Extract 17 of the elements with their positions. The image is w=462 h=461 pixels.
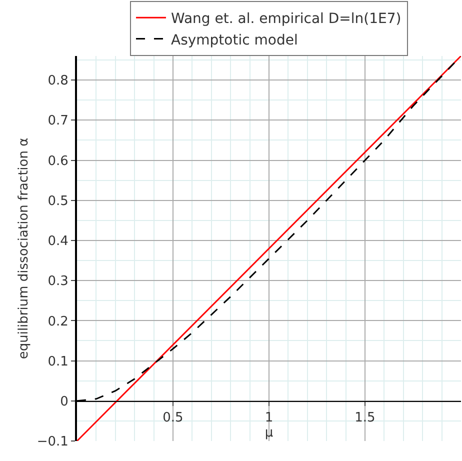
- y-tick-label: 0: [60, 394, 68, 410]
- x-tick-label: 0.5: [162, 410, 184, 426]
- y-axis-title: equilibrium dissociation fraction α: [16, 138, 32, 360]
- x-tick-label: 1.5: [354, 410, 376, 426]
- y-tick-label: 0.3: [48, 274, 68, 290]
- y-tick-label: 0.6: [48, 154, 68, 169]
- y-tick-label: 0.4: [48, 234, 68, 250]
- x-axis-title: μ: [264, 425, 274, 440]
- y-tick-label: −0.1: [36, 434, 68, 450]
- y-tick-label: 0.8: [48, 74, 68, 89]
- x-tick-label: 1: [264, 410, 274, 426]
- legend-label: Asymptotic model: [171, 32, 298, 48]
- y-tick-label: 0.7: [48, 114, 68, 129]
- y-tick-label: 0.5: [48, 194, 68, 209]
- y-tick-label: 0.2: [48, 314, 68, 330]
- y-tick-label: 0.1: [48, 354, 68, 370]
- legend-label: Wang et. al. empirical D=ln(1E7): [171, 11, 402, 28]
